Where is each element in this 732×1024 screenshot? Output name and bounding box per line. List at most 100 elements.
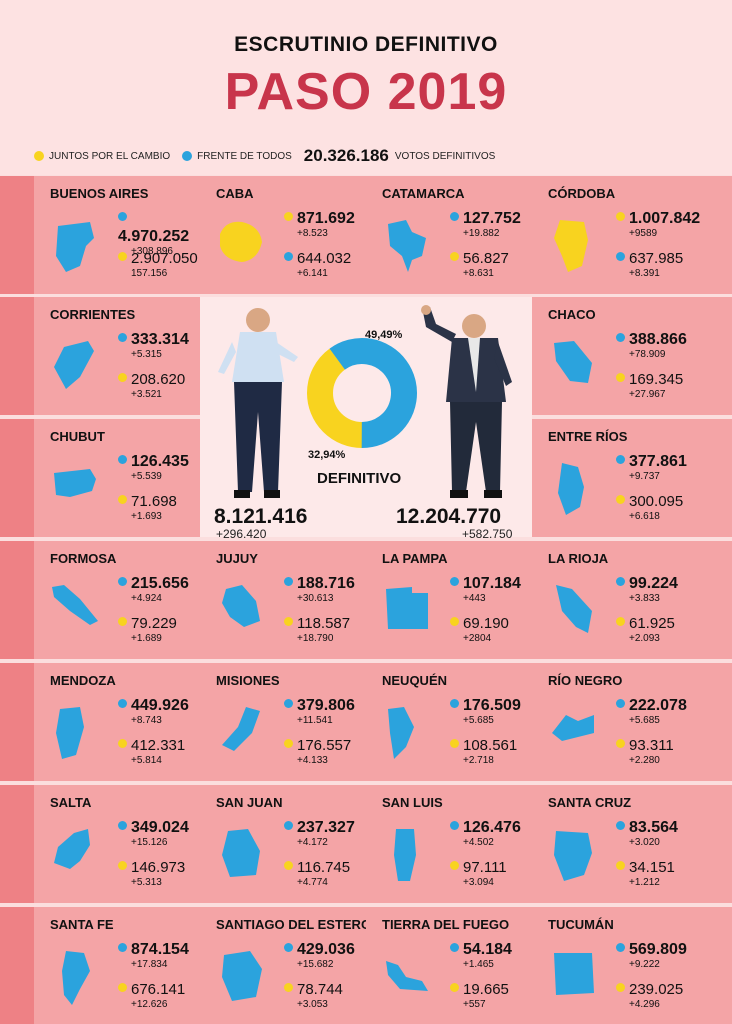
- province-card: NEUQUÉN 176.509 +5.685 108.561 +2.718: [366, 663, 532, 781]
- legend-item-frente: FRENTE DE TODOS: [182, 151, 292, 162]
- top-result: 126.476 +4.502: [450, 819, 521, 848]
- top-votes: 569.809: [629, 941, 687, 958]
- bottom-result: 676.141 +12.626: [118, 981, 185, 1010]
- bottom-result: 34.151 +1.212: [616, 859, 675, 888]
- top-result: 237.327 +4.172: [284, 819, 355, 848]
- fernandez-diff: +582.750: [462, 527, 513, 541]
- top-diff: +443: [463, 593, 486, 604]
- top-result: 126.435 +5.539: [118, 453, 189, 482]
- top-votes: 349.024: [131, 819, 189, 836]
- bottom-result: 208.620 +3.521: [118, 371, 185, 400]
- top-diff: +19.882: [463, 228, 500, 239]
- bottom-result: 79.229 +1.689: [118, 615, 177, 644]
- top-result: 83.564 +3.020: [616, 819, 678, 848]
- top-diff: +9.737: [629, 471, 660, 482]
- top-result: 379.806 +11.541: [284, 697, 355, 726]
- top-result: 874.154 +17.834: [118, 941, 189, 970]
- bottom-party-dot-icon: [450, 861, 459, 871]
- bottom-result: 61.925 +2.093: [616, 615, 675, 644]
- top-diff: +11.541: [297, 715, 333, 726]
- san-luis-map: [394, 829, 416, 881]
- bottom-diff: +6.141: [297, 268, 328, 279]
- top-result: 377.861 +9.737: [616, 453, 687, 482]
- bottom-result: 69.190 +2804: [450, 615, 509, 644]
- bottom-diff: +12.626: [131, 999, 168, 1010]
- bottom-party-dot-icon: [284, 617, 293, 627]
- top-result: 1.007.842 +9589: [616, 210, 700, 239]
- top-party-dot-icon: [118, 943, 127, 953]
- top-diff: +5.315: [131, 349, 162, 360]
- top-diff: +308.896: [131, 246, 173, 257]
- top-votes: 237.327: [297, 819, 355, 836]
- legend: JUNTOS POR EL CAMBIO FRENTE DE TODOS 20.…: [34, 146, 495, 166]
- province-card: TIERRA DEL FUEGO 54.184 +1.465 19.665 +557: [366, 907, 532, 1024]
- top-party-dot-icon: [616, 699, 625, 709]
- bottom-votes: 56.827: [463, 250, 509, 267]
- top-result: 107.184 +443: [450, 575, 521, 604]
- bottom-result: 97.111 +3.094: [450, 859, 507, 888]
- bottom-result: 300.095 +6.618: [616, 493, 683, 522]
- page-title: PASO 2019: [224, 63, 508, 121]
- province-card: SANTA CRUZ 83.564 +3.020 34.151 +1.212: [532, 785, 732, 903]
- top-party-dot-icon: [118, 821, 127, 831]
- santa-fe-map: [62, 951, 90, 1005]
- bottom-diff: 157.156: [131, 268, 168, 279]
- province-card: CHACO 388.866 +78.909 169.345 +27.967: [532, 297, 732, 415]
- neuquen-map: [388, 707, 414, 759]
- national-results: 49,49% 32,94% DEFINITIVO 8.121.416 +296.…: [200, 297, 532, 541]
- top-votes: 107.184: [463, 575, 521, 592]
- bottom-party-dot-icon: [616, 495, 625, 505]
- province-name: MENDOZA: [50, 673, 116, 688]
- bottom-votes: 412.331: [131, 737, 186, 754]
- top-result: 127.752 +19.882: [450, 210, 521, 239]
- top-votes: 874.154: [131, 941, 189, 958]
- san-juan-map: [222, 829, 260, 877]
- bottom-diff: +3.521: [131, 389, 162, 400]
- top-diff: +78.909: [629, 349, 666, 360]
- province-name: ENTRE RÍOS: [548, 429, 628, 444]
- bottom-party-dot-icon: [450, 739, 459, 749]
- total-votes-label: VOTOS DEFINITIVOS: [394, 150, 496, 162]
- top-party-dot-icon: [284, 699, 293, 709]
- yellow-percentage: 32,94%: [308, 449, 346, 461]
- province-card: SAN JUAN 237.327 +4.172 116.745 +4.774: [200, 785, 366, 903]
- salta-map: [54, 829, 90, 869]
- province-card: CÓRDOBA 1.007.842 +9589 637.985 +8.391: [532, 176, 732, 294]
- top-votes: 1.007.842: [629, 210, 701, 227]
- bottom-votes: 2.907.050: [131, 250, 198, 267]
- fernandez-photo: [421, 305, 512, 498]
- legend-item-juntos: JUNTOS POR EL CAMBIO: [34, 151, 170, 162]
- province-name: LA PAMPA: [382, 551, 448, 566]
- top-party-dot-icon: [450, 943, 459, 953]
- bottom-votes: 19.665: [463, 981, 509, 998]
- top-result: 54.184 +1.465: [450, 941, 512, 970]
- bottom-votes: 71.698: [131, 493, 177, 510]
- bottom-votes: 644.032: [297, 250, 352, 267]
- top-diff: +15.682: [297, 959, 334, 970]
- top-result: 215.656 +4.924: [118, 575, 189, 604]
- province-card: RÍO NEGRO 222.078 +5.685 93.311 +2.280: [532, 663, 732, 781]
- header: ESCRUTINIO DEFINITIVO PASO 2019 JUNTOS P…: [0, 0, 732, 175]
- top-diff: +3.020: [629, 837, 660, 848]
- bottom-result: 116.745 +4.774: [284, 859, 350, 888]
- top-result: 569.809 +9.222: [616, 941, 687, 970]
- formosa-map: [52, 585, 98, 625]
- cordoba-map: [554, 220, 588, 272]
- top-diff: +8.523: [297, 228, 328, 239]
- province-card: ENTRE RÍOS 377.861 +9.737 300.095 +6.618: [532, 419, 732, 537]
- province-card: LA PAMPA 107.184 +443 69.190 +2804: [366, 541, 532, 659]
- bottom-diff: +18.790: [297, 633, 334, 644]
- top-party-dot-icon: [118, 333, 127, 343]
- top-party-dot-icon: [284, 577, 293, 587]
- bottom-diff: +1.689: [131, 633, 162, 644]
- bottom-diff: +6.618: [629, 511, 660, 522]
- bottom-result: 56.827 +8.631: [450, 250, 509, 279]
- top-party-dot-icon: [450, 821, 459, 831]
- bottom-party-dot-icon: [284, 252, 293, 262]
- bottom-party-dot-icon: [118, 861, 127, 871]
- top-party-dot-icon: [450, 699, 459, 709]
- province-card: SANTA FE 874.154 +17.834 676.141 +12.626: [34, 907, 200, 1024]
- national-donut-chart: [307, 338, 417, 448]
- province-name: RÍO NEGRO: [548, 673, 623, 688]
- bottom-result: 644.032 +6.141: [284, 250, 351, 279]
